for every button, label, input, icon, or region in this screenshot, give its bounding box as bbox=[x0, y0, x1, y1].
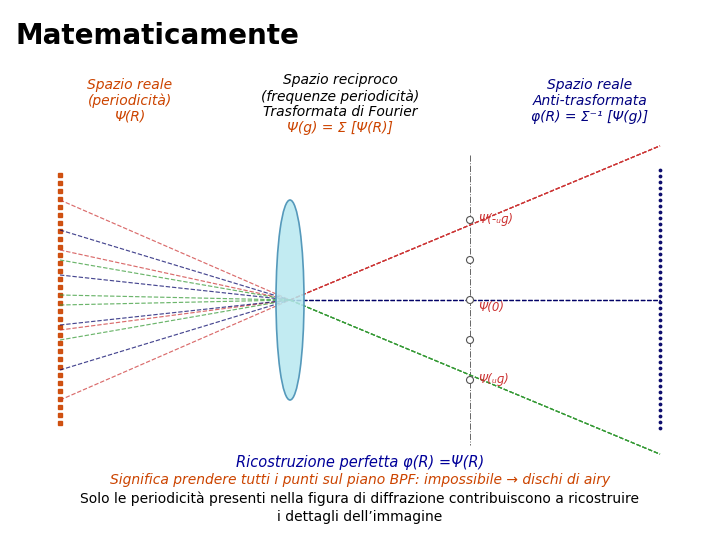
Text: Ψ(R): Ψ(R) bbox=[114, 110, 145, 124]
Text: Solo le periodicità presenti nella figura di diffrazione contribuiscono a ricost: Solo le periodicità presenti nella figur… bbox=[81, 492, 639, 507]
Circle shape bbox=[467, 296, 474, 303]
Circle shape bbox=[467, 376, 474, 383]
Text: Ricostruzione perfetta φ(R) =Ψ(R): Ricostruzione perfetta φ(R) =Ψ(R) bbox=[236, 455, 484, 470]
Text: (periodicità): (periodicità) bbox=[88, 94, 172, 109]
Text: Ψ(-ᵤɡ): Ψ(-ᵤɡ) bbox=[478, 213, 513, 226]
Text: (frequenze periodicità): (frequenze periodicità) bbox=[261, 89, 419, 104]
Text: Matematicamente: Matematicamente bbox=[15, 22, 299, 50]
Circle shape bbox=[467, 256, 474, 264]
Text: Ψ(ᵤɡ): Ψ(ᵤɡ) bbox=[478, 374, 509, 387]
Text: Spazio reale: Spazio reale bbox=[547, 78, 633, 92]
Text: Significa prendere tutti i punti sul piano BPF: impossibile → dischi di airy: Significa prendere tutti i punti sul pia… bbox=[110, 473, 610, 487]
Circle shape bbox=[467, 336, 474, 343]
Ellipse shape bbox=[276, 200, 304, 400]
Circle shape bbox=[467, 217, 474, 224]
Text: Anti-trasformata: Anti-trasformata bbox=[533, 94, 647, 108]
Text: Ψ(0): Ψ(0) bbox=[478, 301, 504, 314]
Text: i dettagli dell’immagine: i dettagli dell’immagine bbox=[277, 510, 443, 524]
Text: φ(R) = Σ⁻¹ [Ψ(g)]: φ(R) = Σ⁻¹ [Ψ(g)] bbox=[531, 110, 649, 124]
Text: Spazio reale: Spazio reale bbox=[87, 78, 173, 92]
Text: Trasformata di Fourier: Trasformata di Fourier bbox=[263, 105, 418, 119]
Text: Spazio reciproco: Spazio reciproco bbox=[282, 73, 397, 87]
Text: Ψ(g) = Σ [Ψ(R)]: Ψ(g) = Σ [Ψ(R)] bbox=[287, 121, 393, 135]
